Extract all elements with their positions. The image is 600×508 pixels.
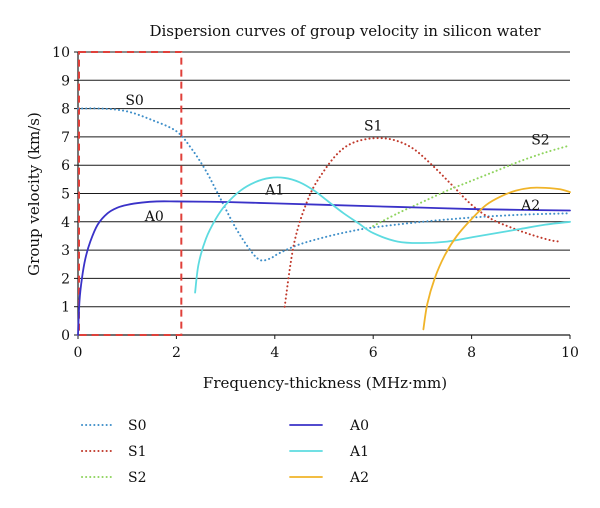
curve-label-a1: A1 [264, 182, 284, 198]
series-a0-line [77, 200, 571, 336]
legend: S0 S1 S2 A0 A1 A2 [81, 418, 369, 486]
curve-label-s2: S2 [531, 133, 550, 149]
legend-label-a1: A1 [349, 444, 369, 460]
y-tick-label-5: 5 [61, 187, 70, 203]
curve-label-s0: S0 [125, 93, 144, 109]
y-tick-label-3: 3 [61, 243, 70, 259]
legend-label-s2: S2 [128, 470, 147, 486]
highlight-region [78, 51, 183, 336]
series-s2-line [372, 144, 571, 228]
legend-label-s0: S0 [128, 418, 147, 434]
series-lines [77, 107, 571, 336]
y-tick-label-2: 2 [61, 271, 70, 287]
legend-label-a0: A0 [349, 418, 369, 434]
x-tick-label-3: 6 [369, 345, 378, 361]
y-tick-label-8: 8 [61, 102, 70, 118]
y-axis-label: Group velocity (km/s) [25, 112, 43, 276]
x-tick-label-2: 4 [270, 345, 279, 361]
series-a2-line [422, 186, 571, 331]
chart-title: Dispersion curves of group velocity in s… [149, 22, 541, 40]
y-tick-label-6: 6 [61, 158, 70, 174]
y-tick-label-10: 10 [52, 45, 70, 61]
series-a1-line [194, 176, 571, 294]
legend-label-a2: A2 [349, 470, 369, 486]
x-tick-label-5: 10 [561, 345, 579, 361]
series-s0-line [77, 107, 571, 262]
legend-label-s1: S1 [128, 444, 147, 460]
y-tick-label-4: 4 [61, 215, 70, 231]
series-s1-line [283, 137, 562, 308]
curve-label-a0: A0 [144, 209, 164, 225]
y-tick-label-1: 1 [61, 300, 70, 316]
y-tick-label-0: 0 [61, 328, 70, 344]
x-tick-label-1: 2 [172, 345, 181, 361]
curve-label-a2: A2 [520, 198, 540, 214]
y-tick-label-9: 9 [61, 73, 70, 89]
x-axis-label: Frequency-thickness (MHz·mm) [203, 374, 447, 392]
y-tick-label-7: 7 [61, 130, 70, 146]
tick-labels: 0 1 2 3 4 5 6 7 8 9 10 0 2 4 6 8 10 [52, 45, 579, 361]
x-tick-label-0: 0 [74, 345, 83, 361]
x-tick-label-4: 8 [467, 345, 476, 361]
highlight-region-group [78, 51, 183, 336]
grid-lines [78, 51, 570, 308]
curve-label-s1: S1 [364, 119, 383, 135]
curve-labels: S0 S1 S2 A0 A1 A2 [125, 93, 549, 225]
